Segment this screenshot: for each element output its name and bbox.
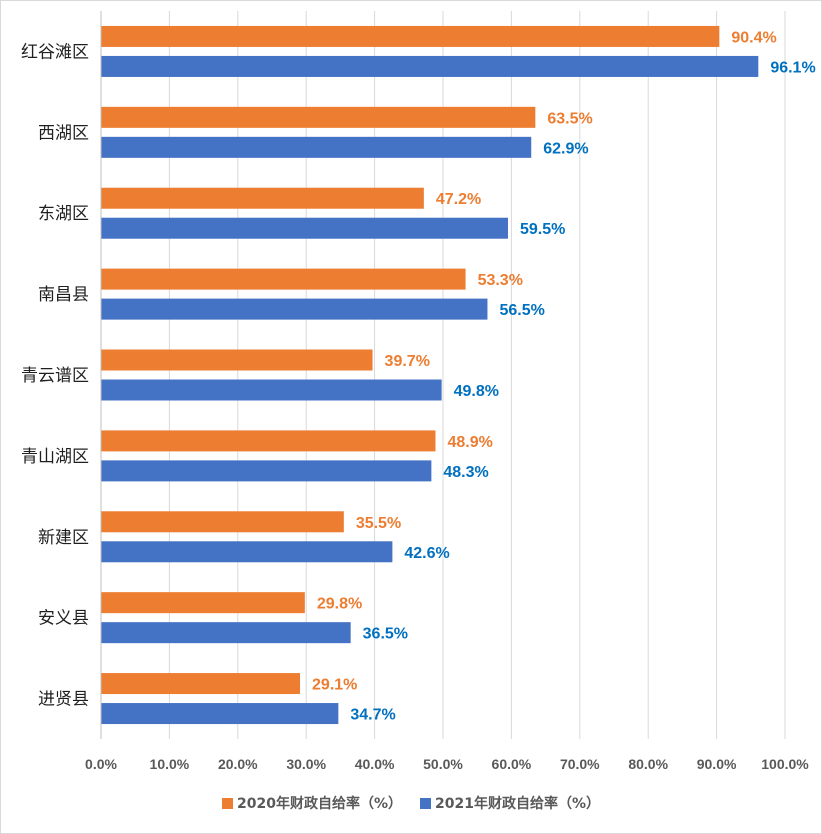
legend-swatch-2021 [420,797,431,809]
bar-s1-2 [101,187,424,209]
bar-s2-6 [101,541,393,563]
bar-s2-2 [101,217,508,239]
data-label-s2-1: 62.9% [543,140,588,157]
bar-s2-8 [101,703,339,725]
x-tick-label-8: 80.0% [628,756,668,772]
x-tick-label-9: 90.0% [697,756,737,772]
data-label-s2-5: 48.3% [443,464,488,481]
data-label-s2-7: 36.5% [363,626,408,643]
x-tick-label-0: 0.0% [85,756,117,772]
legend-item-2021: 2021年财政自给率（%） [420,793,600,813]
data-label-s1-1: 63.5% [547,110,592,127]
data-label-s2-2: 59.5% [520,221,565,238]
bar-s1-4 [101,349,373,371]
x-tick-label-2: 20.0% [218,756,258,772]
legend-item-2020: 2020年财政自给率（%） [222,793,402,813]
data-label-s1-6: 35.5% [356,515,401,532]
bar-s1-0 [101,25,720,47]
bar-s2-0 [101,55,759,77]
bar-s2-1 [101,136,532,158]
data-label-s2-3: 56.5% [499,302,544,319]
data-label-s1-3: 53.3% [478,272,523,289]
x-tick-label-7: 70.0% [560,756,600,772]
data-label-s1-8: 29.1% [312,677,357,694]
category-label-8: 进贤县 [38,690,89,710]
legend-swatch-2020 [222,797,233,809]
bar-s1-6 [101,511,344,533]
x-tick-label-4: 40.0% [355,756,395,772]
category-label-6: 新建区 [38,528,89,548]
category-label-4: 青云谱区 [21,366,89,386]
legend: 2020年财政自给率（%） 2021年财政自给率（%） [1,793,821,813]
category-label-7: 安义县 [38,609,89,629]
legend-label-2021: 2021年财政自给率（%） [435,796,600,812]
bar-s2-3 [101,298,488,320]
x-tick-label-5: 50.0% [423,756,463,772]
data-label-s1-7: 29.8% [317,596,362,613]
bar-s1-3 [101,268,466,290]
legend-label-2020: 2020年财政自给率（%） [237,796,402,812]
data-label-s2-0: 96.1% [770,59,815,76]
bar-s1-5 [101,430,436,452]
data-label-s1-0: 90.4% [731,29,776,46]
x-tick-label-10: 100.0% [761,756,809,772]
data-label-s1-4: 39.7% [385,353,430,370]
data-label-s1-5: 48.9% [447,434,492,451]
bar-s1-1 [101,106,536,128]
category-label-5: 青山湖区 [21,447,89,467]
data-label-s1-2: 47.2% [436,191,481,208]
data-label-s2-8: 34.7% [350,707,395,724]
category-label-2: 东湖区 [38,204,89,224]
bar-chart: 0.0% 10.0% 20.0% 30.0% 40.0% 50.0% 60.0% 70.0% 8… [21,11,816,772]
data-label-s2-4: 49.8% [454,383,499,400]
bar-s1-8 [101,673,301,695]
category-label-0: 红谷滩区 [21,42,89,62]
data-label-s2-6: 42.6% [404,545,449,562]
x-tick-label-6: 60.0% [492,756,532,772]
bar-s2-7 [101,622,351,644]
category-label-1: 西湖区 [38,123,89,143]
bar-s2-5 [101,460,432,482]
bar-s2-4 [101,379,442,401]
x-tick-label-1: 10.0% [150,756,190,772]
category-label-3: 南昌县 [38,285,89,305]
bar-s1-7 [101,592,305,614]
x-tick-label-3: 30.0% [286,756,326,772]
